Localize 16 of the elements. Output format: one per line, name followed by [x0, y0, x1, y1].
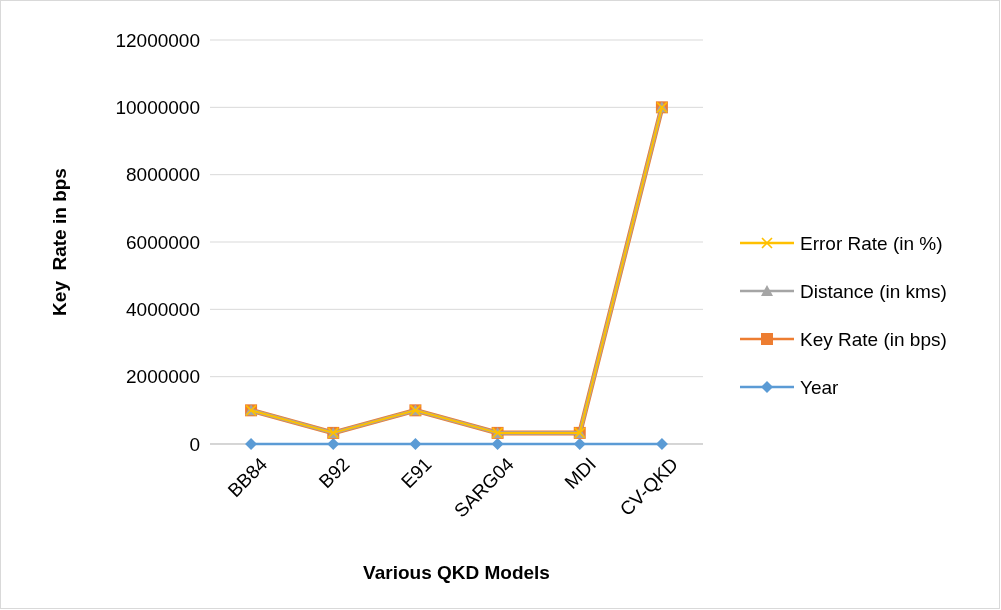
x-axis-title: Various QKD Models: [363, 562, 550, 583]
y-tick-label: 10000000: [115, 96, 200, 118]
legend-label: Error Rate (in %): [800, 232, 943, 254]
legend-label: Distance (in kms): [800, 280, 947, 302]
y-tick-label: 2000000: [126, 366, 200, 388]
y-tick-label: 12000000: [115, 29, 200, 51]
y-tick-label: 6000000: [126, 231, 200, 253]
x-tick-label: MDI: [560, 453, 600, 493]
y-tick-label: 4000000: [126, 298, 200, 320]
y-tick-label: 8000000: [126, 164, 200, 186]
y-tick-label: 0: [189, 433, 200, 455]
legend-label: Key Rate (in bps): [800, 328, 947, 350]
x-tick-label: E91: [396, 453, 436, 493]
x-tick-label: B92: [314, 453, 354, 493]
y-axis-title: Key Rate in bps: [49, 168, 70, 316]
legend-label: Year: [800, 376, 840, 398]
